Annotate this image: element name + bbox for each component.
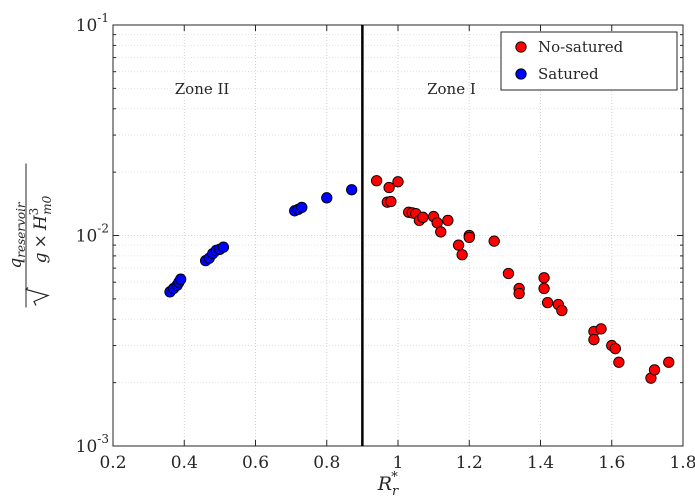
y-tick-label: 10-3	[76, 432, 109, 457]
axis-ticks	[112, 24, 684, 447]
data-point	[588, 334, 600, 346]
y-tick-labels: 10-310-210-1	[76, 11, 109, 457]
data-point	[456, 249, 468, 261]
data-point	[442, 214, 454, 227]
data-point	[452, 239, 465, 251]
data-point	[609, 343, 621, 355]
data-point	[513, 287, 525, 300]
zone-label: Zone I	[427, 80, 476, 98]
x-tick-label: 0.8	[313, 453, 340, 473]
y-tick-base: 10	[76, 437, 98, 457]
y-tick-base: 10	[76, 16, 98, 36]
data-point	[296, 201, 308, 214]
x-tick-label: 0.4	[171, 453, 198, 473]
data-point	[346, 184, 358, 196]
legend-marker	[515, 41, 527, 53]
data-point	[663, 356, 675, 368]
data-point	[383, 181, 395, 194]
data-point	[321, 192, 333, 204]
y-tick-exponent: -2	[97, 222, 109, 236]
y-tick-base: 10	[76, 227, 98, 247]
data-point	[556, 304, 568, 317]
legend-marker	[515, 68, 527, 80]
data-point	[463, 231, 475, 243]
legend-items: No-satured Satured	[515, 38, 624, 83]
x-tick-label: 1.8	[669, 453, 695, 473]
y-label-q-sub: reservoir	[14, 201, 28, 258]
y-label-g: g	[31, 252, 51, 263]
y-tick-exponent: -1	[97, 11, 109, 25]
data-point	[217, 241, 230, 253]
x-tick-label: 0.2	[99, 453, 126, 473]
legend-label: Satured	[538, 65, 599, 83]
data-point	[648, 364, 661, 376]
x-axis-label: Rr*	[377, 470, 399, 499]
zone-labels: Zone II Zone I	[175, 80, 476, 98]
legend-label: No-satured	[538, 38, 624, 56]
y-label-numerator: qreservoir	[6, 201, 28, 269]
data-point	[392, 176, 404, 188]
x-tick-label: 1.4	[527, 453, 554, 473]
y-label-H-sup: 3	[27, 208, 41, 216]
y-label-H: H	[31, 214, 51, 231]
data-point	[175, 273, 187, 285]
y-axis-label: qreservoir g × H3m0	[6, 163, 54, 308]
data-point	[595, 323, 607, 335]
y-tick-label: 10-1	[76, 11, 109, 36]
data-point	[370, 175, 383, 187]
data-point	[435, 226, 447, 238]
data-point	[613, 356, 625, 368]
legend: No-satured Satured	[500, 31, 678, 91]
legend-box	[500, 31, 678, 91]
x-label-sup: *	[391, 470, 398, 485]
y-label-denominator: g × H3m0	[27, 195, 54, 263]
data-point	[538, 272, 550, 284]
y-label-q: q	[6, 258, 26, 269]
x-tick-label: 1.6	[598, 453, 625, 473]
x-label-main: R	[377, 473, 392, 495]
y-label-times: ×	[31, 234, 51, 248]
data-point	[417, 211, 429, 223]
data-point	[385, 195, 397, 208]
y-tick-exponent: -3	[97, 432, 109, 446]
data-point	[538, 282, 550, 295]
x-tick-labels: 0.2 0.4 0.6 0.8 1 1.2 1.4 1.6 1.8	[99, 453, 695, 473]
x-tick-label: 1.2	[456, 453, 483, 473]
x-tick-label: 0.6	[242, 453, 269, 473]
y-tick-label: 10-2	[76, 222, 109, 247]
y-label-H-sub: m0	[40, 195, 54, 214]
y-label-sqrt-sign	[24, 287, 50, 306]
data-points	[164, 175, 675, 384]
x-label-sub: r	[392, 484, 399, 499]
x-tick-label: 1	[393, 453, 404, 473]
data-point	[502, 267, 515, 280]
data-point	[488, 235, 500, 247]
data-point	[541, 296, 554, 309]
zone-label: Zone II	[175, 80, 230, 98]
